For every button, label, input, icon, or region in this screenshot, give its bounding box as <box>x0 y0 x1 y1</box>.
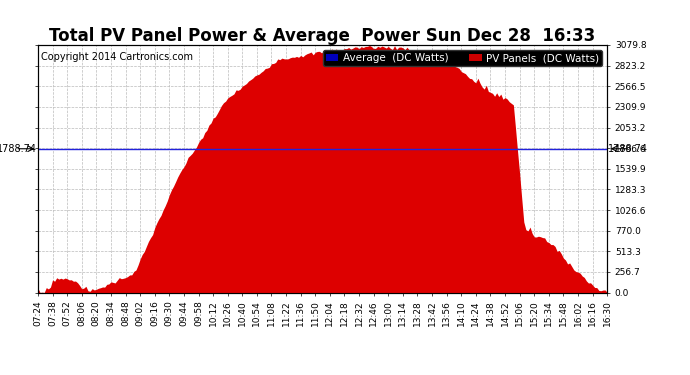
Title: Total PV Panel Power & Average  Power Sun Dec 28  16:33: Total PV Panel Power & Average Power Sun… <box>50 27 595 45</box>
Text: Copyright 2014 Cartronics.com: Copyright 2014 Cartronics.com <box>41 53 193 62</box>
Text: 1788.74: 1788.74 <box>0 144 37 154</box>
Text: 1788.74: 1788.74 <box>609 144 649 154</box>
Legend: Average  (DC Watts), PV Panels  (DC Watts): Average (DC Watts), PV Panels (DC Watts) <box>323 50 602 66</box>
